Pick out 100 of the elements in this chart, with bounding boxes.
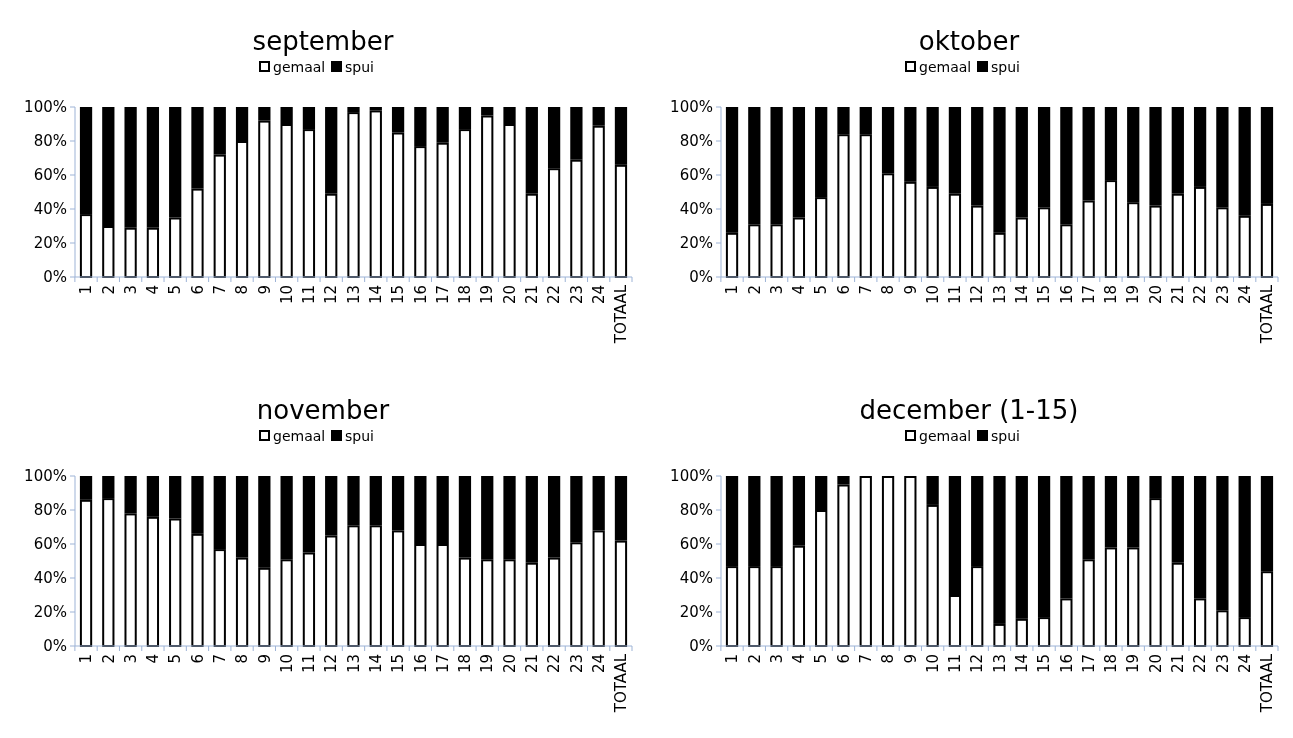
legend-label: gemaal: [919, 428, 972, 444]
x-tick-label: 6: [188, 654, 207, 664]
x-tick-label: 5: [166, 654, 185, 664]
y-tick-label: 40%: [679, 569, 713, 588]
x-tick-label: 18: [456, 654, 475, 674]
x-tick-label: 19: [1124, 285, 1143, 305]
bar: [859, 476, 872, 647]
y-tick-label: 100%: [670, 467, 713, 486]
x-tick-label: 24: [589, 285, 608, 305]
x-tick-label: 16: [411, 285, 430, 305]
x-tick-label: 2: [99, 285, 118, 295]
x-tick-label: 13: [344, 654, 363, 674]
x-tick-label: 6: [188, 285, 207, 295]
x-tick-label: 1: [77, 285, 96, 295]
x-tick-label: 19: [478, 285, 497, 305]
x-tick-label: 14: [367, 654, 386, 674]
x-tick-label: 1: [723, 654, 742, 664]
legend-label: spui: [345, 59, 374, 75]
legend-label: gemaal: [273, 59, 326, 75]
x-tick-label: 4: [144, 285, 163, 295]
bar: [881, 476, 895, 647]
x-tick-label: 7: [211, 285, 230, 295]
x-tick-label: 2: [745, 285, 764, 295]
legend-label: spui: [345, 428, 374, 444]
y-tick-label: 20%: [33, 603, 67, 622]
x-tick-label: 23: [567, 654, 586, 674]
x-tick-label: 15: [389, 285, 408, 305]
x-tick-label: 8: [879, 654, 898, 664]
x-tick-label: 14: [367, 285, 386, 305]
x-tick-label: TOTAAL: [1258, 284, 1277, 345]
bar: [904, 476, 917, 647]
y-tick-label: 0%: [689, 637, 713, 656]
x-tick-label: 22: [545, 285, 564, 305]
x-tick-label: 1: [77, 654, 96, 664]
x-tick-label: 20: [1146, 654, 1165, 674]
chart-title: november: [256, 395, 390, 425]
y-tick-label: 60%: [33, 166, 67, 185]
y-tick-label: 100%: [24, 98, 67, 117]
x-tick-label: 7: [857, 654, 876, 664]
y-tick-label: 60%: [33, 535, 67, 554]
y-tick-label: 20%: [679, 234, 713, 253]
x-tick-label: 14: [1013, 285, 1032, 305]
y-tick-label: 0%: [43, 268, 67, 287]
y-tick-label: 20%: [33, 234, 67, 253]
x-tick-label: 9: [255, 285, 274, 295]
y-tick-label: 80%: [679, 501, 713, 520]
x-tick-label: 15: [389, 654, 408, 674]
legend-label: gemaal: [919, 59, 972, 75]
x-tick-label: 11: [300, 654, 319, 674]
x-tick-label: 20: [500, 654, 519, 674]
x-tick-label: 22: [1191, 654, 1210, 674]
x-tick-label: 4: [790, 285, 809, 295]
x-tick-label: 24: [1235, 285, 1254, 305]
x-tick-label: 20: [500, 285, 519, 305]
x-tick-label: 2: [745, 654, 764, 664]
x-tick-label: 3: [767, 285, 786, 295]
x-tick-label: 8: [233, 285, 252, 295]
x-tick-label: 17: [433, 654, 452, 674]
x-tick-label: 11: [300, 285, 319, 305]
x-tick-label: 12: [968, 654, 987, 674]
x-tick-label: 22: [545, 654, 564, 674]
x-tick-label: 21: [523, 654, 542, 674]
chart-title: oktober: [918, 26, 1020, 56]
x-tick-label: 22: [1191, 285, 1210, 305]
x-tick-label: 17: [1079, 285, 1098, 305]
y-tick-label: 20%: [679, 603, 713, 622]
x-tick-label: 23: [1213, 654, 1232, 674]
x-tick-label: 7: [211, 654, 230, 664]
x-tick-label: 21: [1169, 654, 1188, 674]
x-tick-label: 17: [433, 285, 452, 305]
x-tick-label: 10: [923, 654, 942, 674]
x-tick-label: 16: [1057, 654, 1076, 674]
x-tick-label: 20: [1146, 285, 1165, 305]
x-tick-label: 5: [812, 654, 831, 664]
x-tick-label: 1: [723, 285, 742, 295]
x-tick-label: 23: [1213, 285, 1232, 305]
x-tick-label: TOTAAL: [1258, 653, 1277, 714]
x-tick-label: 11: [946, 654, 965, 674]
x-tick-label: 8: [879, 285, 898, 295]
y-tick-label: 80%: [679, 132, 713, 151]
x-tick-label: 11: [946, 285, 965, 305]
x-tick-label: 15: [1035, 285, 1054, 305]
x-tick-label: 21: [523, 285, 542, 305]
x-tick-label: TOTAAL: [612, 653, 631, 714]
x-tick-label: 6: [834, 654, 853, 664]
x-tick-label: 8: [233, 654, 252, 664]
y-tick-label: 0%: [689, 268, 713, 287]
x-tick-label: 9: [901, 285, 920, 295]
y-tick-label: 40%: [33, 200, 67, 219]
y-tick-label: 60%: [679, 535, 713, 554]
x-tick-label: 4: [144, 654, 163, 664]
x-tick-label: 12: [322, 654, 341, 674]
chart-title: december (1-15): [859, 395, 1079, 425]
x-tick-label: 10: [277, 654, 296, 674]
x-tick-label: 9: [901, 654, 920, 664]
x-tick-label: 9: [255, 654, 274, 664]
x-tick-label: 14: [1013, 654, 1032, 674]
y-tick-label: 0%: [43, 637, 67, 656]
x-tick-label: 3: [767, 654, 786, 664]
x-tick-label: 10: [923, 285, 942, 305]
